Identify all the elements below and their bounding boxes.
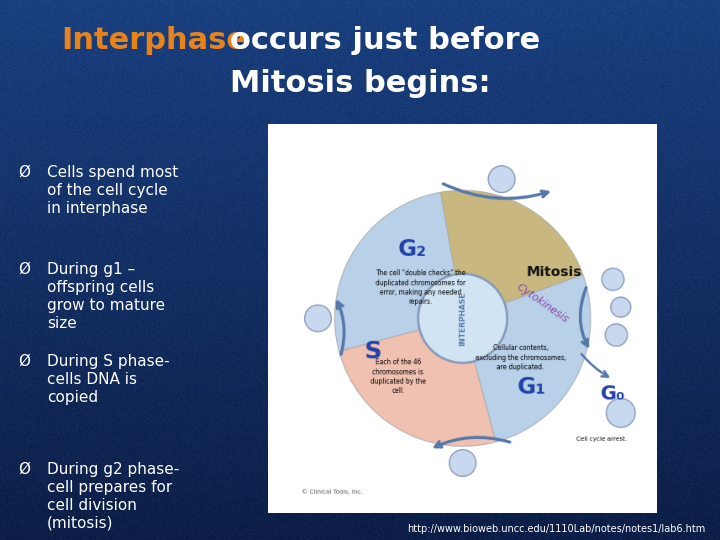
Text: Cells spend most
of the cell cycle
in interphase: Cells spend most of the cell cycle in in… — [47, 165, 178, 215]
Text: Mitosis begins:: Mitosis begins: — [230, 69, 490, 98]
Text: Interphase: Interphase — [61, 26, 247, 55]
Text: During S phase-
cells DNA is
copied: During S phase- cells DNA is copied — [47, 354, 169, 404]
Text: Ø: Ø — [18, 262, 30, 277]
Text: During g1 –
offspring cells
grow to mature
size: During g1 – offspring cells grow to matu… — [47, 262, 165, 331]
Text: http://www.bioweb.uncc.edu/1110Lab/notes/notes1/lab6.htm: http://www.bioweb.uncc.edu/1110Lab/notes… — [408, 523, 706, 534]
Text: Ø: Ø — [18, 354, 30, 369]
Text: occurs just before: occurs just before — [230, 26, 541, 55]
Text: Ø: Ø — [18, 462, 30, 477]
Text: Ø: Ø — [18, 165, 30, 180]
Text: During g2 phase-
cell prepares for
cell division
(mitosis): During g2 phase- cell prepares for cell … — [47, 462, 179, 531]
